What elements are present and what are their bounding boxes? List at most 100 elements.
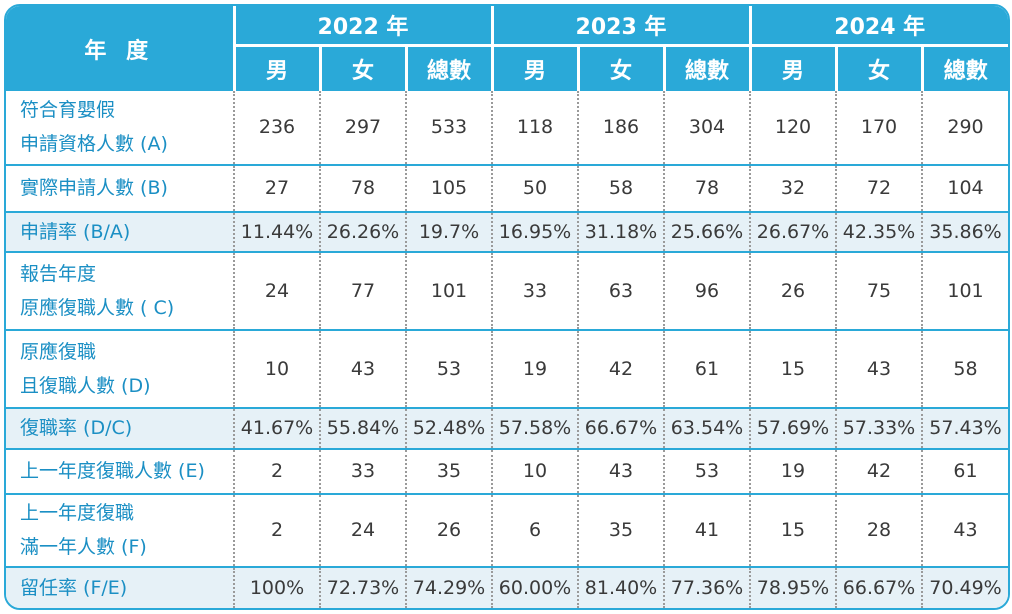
table-cell: 32 [749,164,836,213]
table-row: 原應復職 且復職人數 (D) 10 43 53 19 42 61 15 43 58 [6,330,1008,409]
row-label-line: 申請率 (B/A) [20,220,131,243]
table-cell: 60.00% [491,567,578,608]
table-cell: 15 [749,330,836,409]
table-cell: 24 [319,493,406,569]
table-cell: 24 [233,252,320,332]
table-cell: 11.44% [233,211,320,254]
table-cell: 66.67% [835,567,922,608]
table-cell: 70.49% [921,567,1008,608]
table-cell: 100% [233,567,320,608]
table-cell: 72.73% [319,567,406,608]
table-cell: 31.18% [577,211,664,254]
table-cell: 78.95% [749,567,836,608]
table-cell: 35.86% [921,211,1008,254]
table-body: 符合育嬰假 申請資格人數 (A) 236 297 533 118 186 304 120 170 2… [6,91,1008,608]
table-cell: 61 [663,330,750,409]
row-label-line: 原應復職 [20,340,97,363]
row-label-line: 符合育嬰假 [20,99,116,122]
table-cell: 2 [233,493,320,569]
year-header-2023: 2023 年 [490,6,750,47]
row-label-line: 報告年度 [20,263,97,286]
table-cell: 58 [577,164,664,213]
table-cell: 58 [921,330,1008,409]
table-cell: 53 [405,330,492,409]
table-cell: 81.40% [577,567,664,608]
table-cell: 63 [577,252,664,332]
table-cell: 74.29% [405,567,492,608]
table-cell: 57.43% [921,407,1008,450]
table-cell: 78 [319,164,406,213]
table-cell: 96 [663,252,750,332]
table-cell: 28 [835,493,922,569]
row-label: 留任率 (F/E) [6,567,234,608]
table-cell: 101 [921,252,1008,332]
row-label: 符合育嬰假申請資格人數 (A) [6,91,234,166]
table-cell: 170 [835,91,922,166]
table-cell: 186 [577,91,664,166]
parental-leave-table: 年 度 2022 年 2023 年 2024 年 男 女 總數 男 女 總數 男… [6,6,1008,608]
table-cell: 42.35% [835,211,922,254]
row-label-line: 上一年度復職 [20,502,135,525]
sub-header-total: 總數 [662,45,750,91]
table-cell: 104 [921,164,1008,213]
row-label: 實際申請人數 (B) [6,164,234,213]
table-cell: 42 [577,330,664,409]
row-label-line: 留任率 (F/E) [20,577,128,600]
header-row-genders: 男 女 總數 男 女 總數 男 女 總數 [6,45,1008,91]
table-cell: 25.66% [663,211,750,254]
table-row: 上一年度復職 滿一年人數 (F) 2 24 26 6 35 41 15 28 43 [6,493,1008,569]
table-cell: 26.26% [319,211,406,254]
header-row-years: 年 度 2022 年 2023 年 2024 年 [6,6,1008,91]
sub-header-male: 男 [748,45,836,91]
table-cell: 26.67% [749,211,836,254]
table-cell: 105 [405,164,492,213]
table-cell: 72 [835,164,922,213]
table-cell: 66.67% [577,407,664,450]
table-cell: 101 [405,252,492,332]
table-row: 復職率 (D/C) 41.67% 55.84% 52.48% 57.58% 66.67% 6… [6,407,1008,450]
row-label: 原應復職且復職人數 (D) [6,330,234,409]
sub-header-male: 男 [232,45,320,91]
table-cell: 41.67% [233,407,320,450]
row-label-line: 申請資格人數 (A) [20,133,168,156]
table-cell: 10 [233,330,320,409]
table-cell: 61 [921,448,1008,495]
table-cell: 77.36% [663,567,750,608]
sub-header-total: 總數 [920,45,1008,91]
row-label-line: 復職率 (D/C) [20,417,133,440]
row-label: 上一年度復職 滿一年人數 (F) [6,493,234,569]
table-row: 符合育嬰假 申請資格人數 (A) 236 297 533 118 186 304 120 170 2… [6,91,1008,166]
table-cell: 290 [921,91,1008,166]
row-label: 報告年度原應復職人數 ( C) [6,252,234,332]
row-label-line: 實際申請人數 (B) [20,177,168,200]
table-cell: 19.7% [405,211,492,254]
sub-header-female: 女 [318,45,406,91]
table-cell: 35 [577,493,664,569]
table-row: 報告年度 原應復職人數 ( C) 24 77 101 33 63 96 26 75 101 [6,252,1008,332]
table-cell: 120 [749,91,836,166]
row-label-line: 且復職人數 (D) [20,374,151,397]
table-cell: 33 [491,252,578,332]
table-cell: 43 [577,448,664,495]
table-cell: 26 [749,252,836,332]
table-cell: 236 [233,91,320,166]
table-cell: 297 [319,91,406,166]
table-cell: 57.58% [491,407,578,450]
table-header: 年 度 2022 年 2023 年 2024 年 男 女 總數 男 女 總數 男… [6,6,1008,91]
table-cell: 19 [491,330,578,409]
table-cell: 43 [319,330,406,409]
year-header-2024: 2024 年 [748,6,1008,47]
table-cell: 52.48% [405,407,492,450]
table-cell: 78 [663,164,750,213]
row-label: 上一年度復職人數 (E) [6,448,234,495]
table-cell: 304 [663,91,750,166]
table-cell: 26 [405,493,492,569]
table-cell: 43 [921,493,1008,569]
table-cell: 77 [319,252,406,332]
row-label-line: 原應復職人數 ( C) [20,297,175,320]
table-cell: 33 [319,448,406,495]
table-cell: 75 [835,252,922,332]
table-cell: 55.84% [319,407,406,450]
sub-header-female: 女 [576,45,664,91]
table-cell: 10 [491,448,578,495]
